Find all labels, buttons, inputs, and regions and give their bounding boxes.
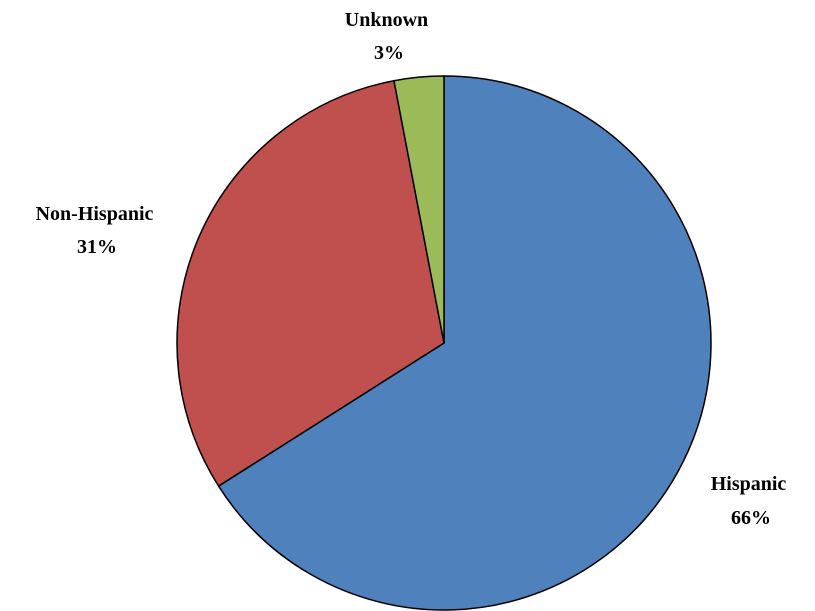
slice-name-hispanic: Hispanic — [711, 473, 787, 495]
pie-slice-hispanic — [217, 75, 712, 611]
pie-slices — [176, 75, 712, 611]
slice-label-non-hispanic: Non-Hispanic 31% — [36, 203, 159, 258]
slice-label-unknown: Unknown 3% — [345, 9, 433, 64]
slice-percent-unknown: 3% — [374, 42, 404, 64]
slice-name-non-hispanic: Non-Hispanic — [36, 203, 154, 225]
slice-percent-non-hispanic: 31% — [77, 236, 117, 258]
pie-slice-unknown — [393, 75, 445, 344]
slice-percent-hispanic: 66% — [731, 507, 771, 529]
pie-labels: Hispanic 66% Non-Hispanic 31% Unknown 3% — [36, 9, 792, 529]
slice-label-hispanic: Hispanic 66% — [711, 473, 792, 529]
pie-slice-non-hispanic — [176, 79, 445, 488]
slice-name-unknown: Unknown — [345, 9, 428, 31]
